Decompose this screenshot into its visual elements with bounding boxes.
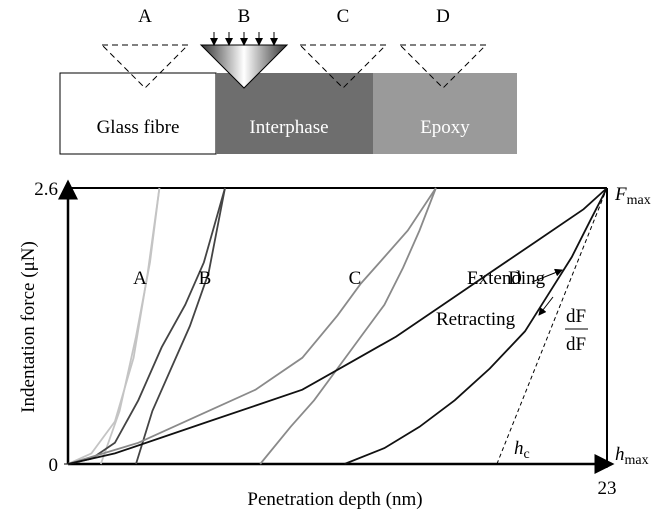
- symbol: h: [514, 438, 524, 459]
- diagram-label: C: [337, 6, 350, 27]
- series-label: C: [349, 268, 362, 289]
- loading-curve: [68, 188, 159, 464]
- region-label: Epoxy: [420, 117, 470, 138]
- annotation: Retracting: [436, 309, 516, 330]
- load-arrows: [214, 32, 274, 45]
- y-tick-label: 0: [49, 455, 59, 476]
- diagram-label: D: [436, 6, 450, 27]
- symbol: F: [614, 184, 627, 205]
- h-max: hmax: [615, 444, 649, 468]
- region-label: Interphase: [249, 117, 328, 138]
- interphase-region: [216, 73, 373, 154]
- symbol: h: [615, 444, 625, 465]
- subscript: max: [627, 193, 651, 208]
- fraction-denominator: dF: [566, 334, 586, 355]
- h-c: hc: [514, 438, 530, 462]
- diagram-label: B: [238, 6, 251, 27]
- schematic: A B C D Glass fibre Interphase Epoxy: [60, 6, 517, 154]
- y-tick-label: 2.6: [34, 179, 58, 200]
- epoxy-region: [373, 73, 517, 154]
- y-axis-label: Indentation force (μN): [18, 241, 39, 413]
- glass-region: [60, 73, 216, 154]
- fraction-numerator: dF: [566, 306, 586, 327]
- unloading-curve: [101, 188, 160, 464]
- series-label: A: [133, 268, 147, 289]
- region-label: Glass fibre: [97, 117, 180, 138]
- annotation: Extending: [467, 268, 546, 289]
- f-max: Fmax: [614, 184, 651, 208]
- x-tick-label: 23: [598, 478, 617, 499]
- loading-curve: [68, 188, 436, 464]
- series-label: B: [199, 268, 212, 289]
- series-label: D: [508, 268, 522, 289]
- loading-curve: [68, 188, 225, 464]
- subscript: c: [524, 447, 530, 462]
- x-axis-label: Penetration depth (nm): [247, 489, 422, 510]
- figure: A B C D Glass fibre Interphase Epoxy Ind…: [0, 0, 657, 516]
- diagram-label: A: [138, 6, 152, 27]
- subscript: max: [625, 453, 649, 468]
- unloading-curve: [136, 188, 225, 464]
